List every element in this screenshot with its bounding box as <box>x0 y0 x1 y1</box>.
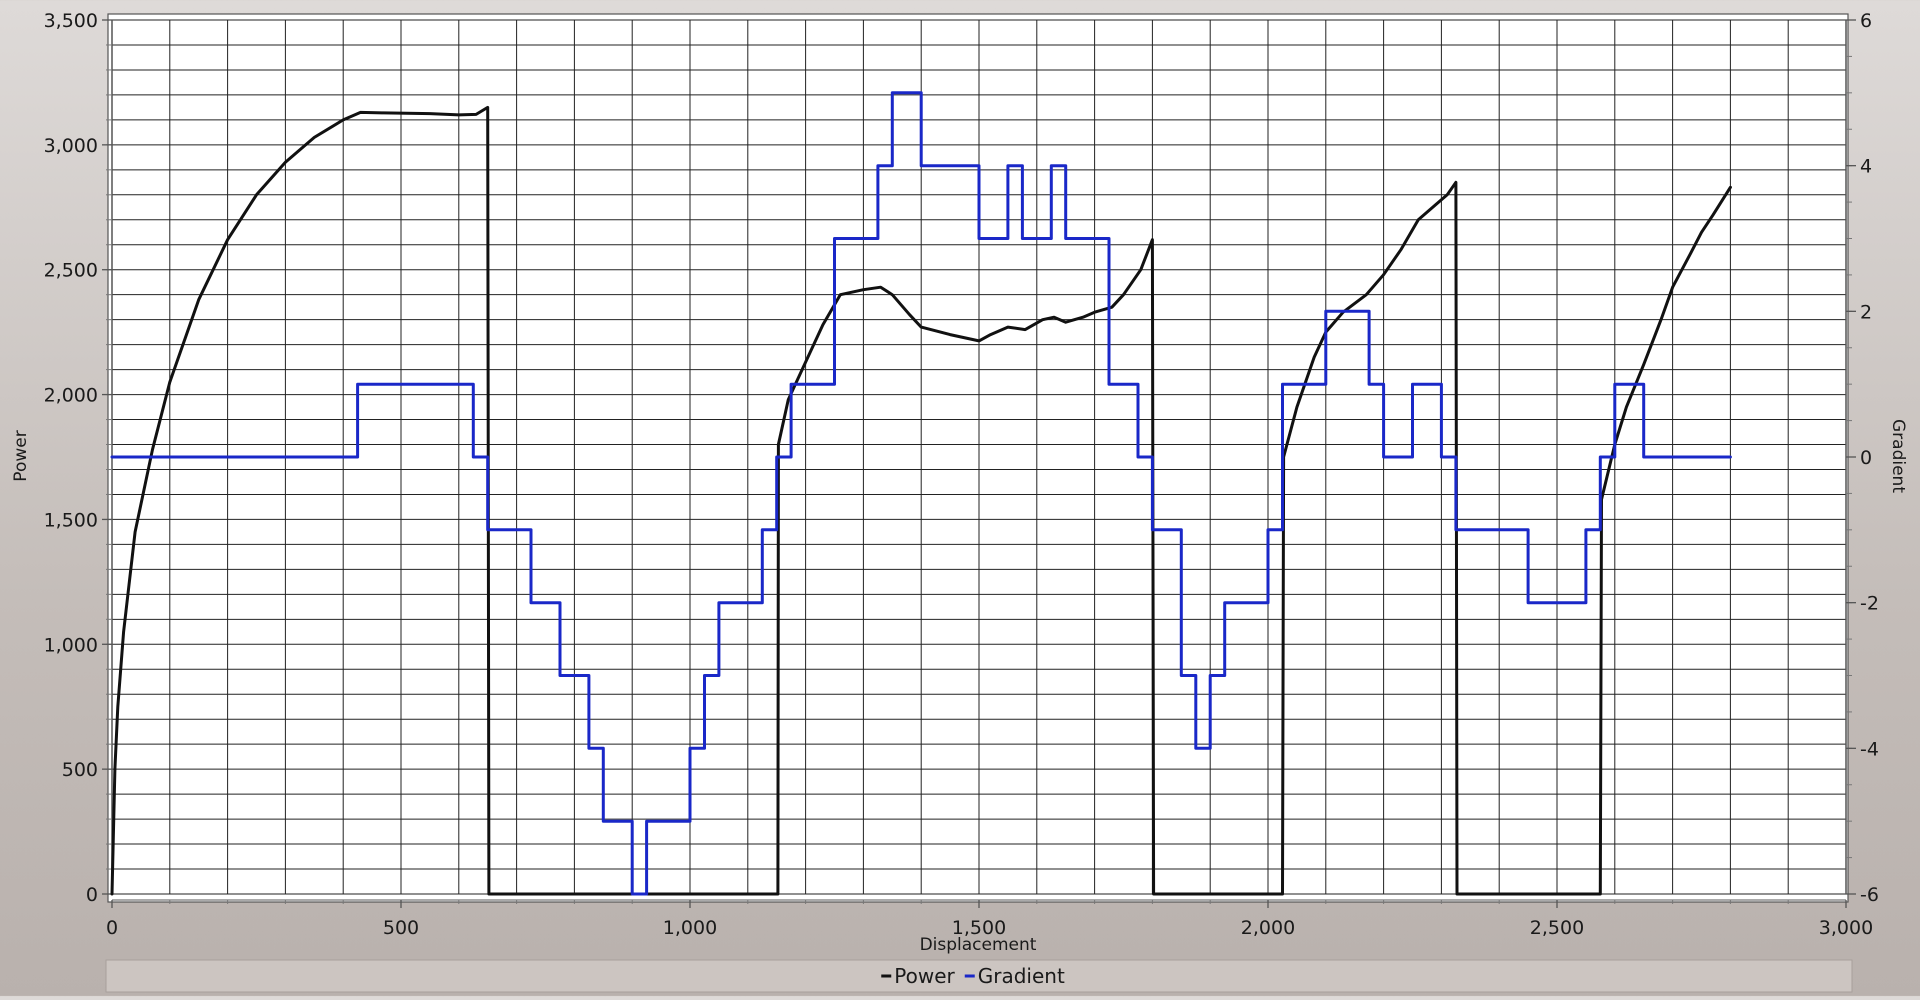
y2-tick-label: -2 <box>1860 593 1879 615</box>
legend: Power Gradient <box>881 964 1065 988</box>
x-tick-label: 1,500 <box>952 917 1006 939</box>
axes: 0 500 1,000 1,500 2,000 2,500 3,000 0 500 1,000 1,… <box>44 10 1879 939</box>
legend-box <box>105 959 1853 993</box>
x-tick-label: 2,000 <box>1241 917 1295 939</box>
y2-tick-label: 6 <box>1860 10 1872 32</box>
y-tick-label: 1,000 <box>44 634 98 656</box>
series-line-power <box>110 105 1732 896</box>
x-tick-label: 1,000 <box>663 917 717 939</box>
y2-tick-label: -6 <box>1860 884 1879 906</box>
x-tick-label: 500 <box>383 917 419 939</box>
x-tick-label: 0 <box>106 917 118 939</box>
y-axis-title: Power <box>11 430 31 481</box>
y2-tick-label: -4 <box>1860 738 1879 760</box>
x-tick-label: 2,500 <box>1530 917 1584 939</box>
y-tick-label: 500 <box>62 759 98 781</box>
y-tick-label: 2,500 <box>44 260 98 282</box>
y-tick-label: 0 <box>86 884 98 906</box>
y-tick-label: 1,500 <box>44 509 98 531</box>
plot-area-background <box>107 13 1849 903</box>
x-tick-label: 3,000 <box>1819 917 1873 939</box>
y-tick-label: 3,000 <box>44 135 98 157</box>
series-line-gradient <box>110 91 1732 896</box>
y-tick-label: 2,000 <box>44 385 98 407</box>
y2-tick-label: 4 <box>1860 156 1872 178</box>
legend-label-gradient: Gradient <box>978 964 1065 988</box>
y2-axis-title: Gradient <box>1888 419 1908 493</box>
y2-tick-label: 2 <box>1860 301 1872 323</box>
y-tick-label: 3,500 <box>44 10 98 32</box>
x-axis-title: Displacement <box>920 935 1037 955</box>
legend-label-power: Power <box>894 964 955 988</box>
y2-tick-label: 0 <box>1860 447 1872 469</box>
series-lines <box>110 91 1732 896</box>
